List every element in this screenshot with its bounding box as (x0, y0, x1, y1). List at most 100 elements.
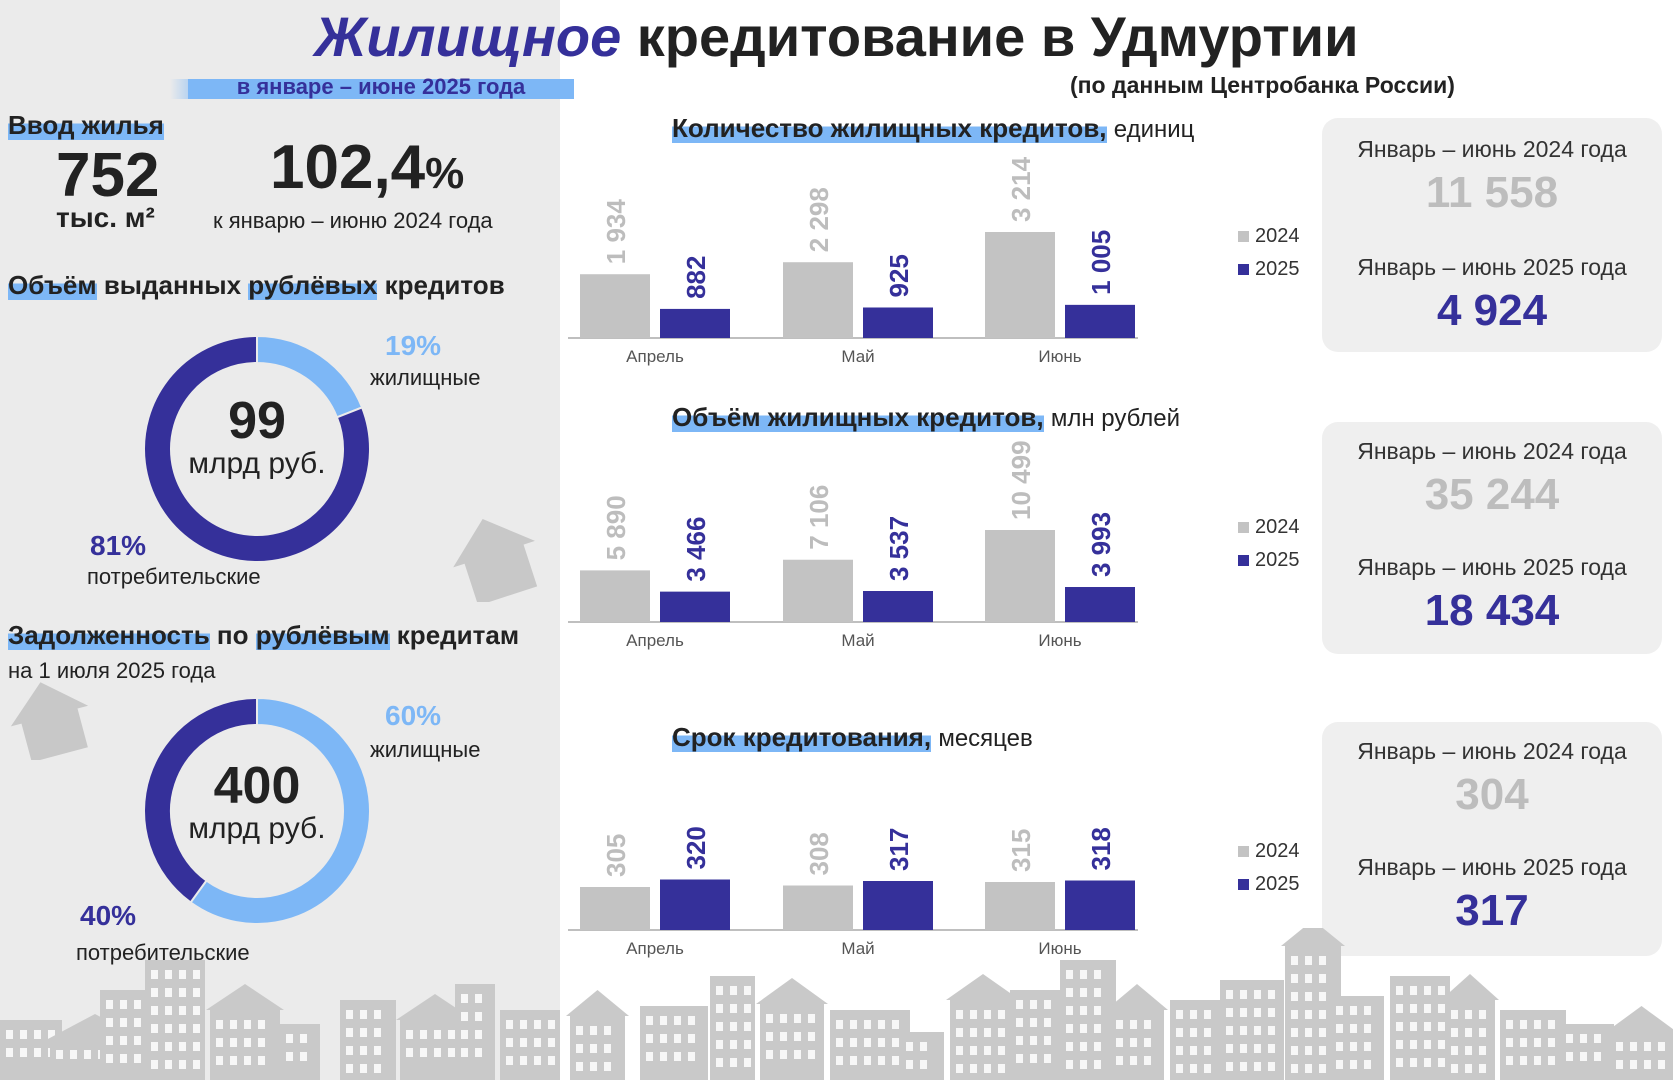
volume-housing-percent: 19% (385, 330, 442, 361)
skyline-window (956, 1064, 963, 1073)
skyline-window (1094, 1006, 1101, 1015)
skyline-window (346, 1064, 353, 1073)
skyline-window (1438, 1040, 1445, 1049)
skyline-window (1465, 1028, 1472, 1037)
skyline-window (1080, 1060, 1087, 1069)
skyline-window (1410, 1022, 1417, 1031)
skyline-window (878, 1020, 885, 1029)
skyline-window (1144, 1056, 1151, 1065)
skyline-window (1630, 1042, 1637, 1051)
volume-title-part3: рублёвых (248, 270, 378, 300)
skyline-window (1438, 1058, 1445, 1067)
bar-2024-1 (783, 262, 853, 338)
skyline-window (1506, 1056, 1513, 1065)
skyline-window (864, 1056, 871, 1065)
bar-2024-0 (580, 274, 650, 338)
skyline-window (1506, 1020, 1513, 1029)
skyline-window (165, 1024, 172, 1033)
skyline-window (506, 1056, 513, 1065)
skyline-window (34, 1048, 41, 1057)
skyline-window (646, 1016, 653, 1025)
skyline-window (1291, 956, 1298, 965)
skyline-window (1016, 1000, 1023, 1009)
skyline-window (448, 1030, 455, 1039)
skyline-window (906, 1042, 913, 1051)
bar-2024-0 (580, 570, 650, 622)
housing-percent-note: к январю – июню 2024 года (213, 208, 493, 233)
skyline-window (730, 986, 737, 995)
skyline-window (106, 1036, 113, 1045)
skyline-window (534, 1038, 541, 1047)
skyline-window (258, 1020, 265, 1029)
skyline-window (1580, 1034, 1587, 1043)
skyline-window (780, 1032, 787, 1041)
skyline-window (1305, 992, 1312, 1001)
bar-2025-1 (863, 881, 933, 930)
skyline-window (674, 1052, 681, 1061)
skyline-window (1644, 1060, 1651, 1069)
skyline-window (716, 1004, 723, 1013)
skyline-window (1438, 1004, 1445, 1013)
skyline-window (730, 1058, 737, 1067)
debt-housing-label: жилищные (370, 737, 481, 762)
legend-swatch (1238, 231, 1249, 243)
skyline-window (520, 1056, 527, 1065)
skyline-window (1424, 1040, 1431, 1049)
chart3-title-text: Срок кредитования, (672, 722, 932, 752)
skyline-window (1030, 1000, 1037, 1009)
title-accent: Жилищное (314, 5, 622, 68)
skyline-window (193, 970, 200, 979)
skyline-window (151, 1042, 158, 1051)
skyline-window (1254, 1008, 1261, 1017)
skyline-window (1566, 1034, 1573, 1043)
skyline-window (1030, 1018, 1037, 1027)
skyline-window (1240, 1026, 1247, 1035)
skyline-window (374, 1028, 381, 1037)
skyline-window (286, 1034, 293, 1043)
skyline-window (1291, 1028, 1298, 1037)
skyline-window (766, 1032, 773, 1041)
volume-title-part4: кредитов (384, 270, 505, 300)
skyline-window (1396, 1058, 1403, 1067)
skyline-window (1548, 1038, 1555, 1047)
skyline-window (1644, 1042, 1651, 1051)
debt-title-part3: рублёвым (255, 620, 390, 650)
skyline-window (744, 986, 751, 995)
skyline-window (850, 1056, 857, 1065)
skyline-window (970, 1010, 977, 1019)
bar-2024-0 (580, 887, 650, 930)
skyline-window (1520, 1038, 1527, 1047)
skyline-window (106, 1018, 113, 1027)
data-label-2025-1: 3 537 (884, 516, 914, 581)
skyline-window (716, 1040, 723, 1049)
skyline-window (1130, 1020, 1137, 1029)
skyline-window (674, 1034, 681, 1043)
skyline-window (1350, 1042, 1357, 1051)
summary-card-term: Январь – июнь 2024 года 304 Январь – июн… (1322, 722, 1662, 956)
skyline-window (1190, 1028, 1197, 1037)
data-label-2024-2: 10 499 (1006, 440, 1036, 520)
skyline-window (878, 1038, 885, 1047)
skyline-window (286, 1052, 293, 1061)
skyline-window (1305, 1028, 1312, 1037)
skyline-window (1116, 1020, 1123, 1029)
category-label: Май (841, 939, 874, 958)
debt-housing-percent: 60% (385, 700, 442, 731)
skyline-window (1451, 1064, 1458, 1073)
skyline-window (1534, 1038, 1541, 1047)
skyline-window (646, 1052, 653, 1061)
skyline-window (780, 1014, 787, 1023)
legend-label: 2025 (1255, 258, 1300, 280)
skyline-window (1291, 974, 1298, 983)
skyline-window (346, 1046, 353, 1055)
skyline-window (1410, 986, 1417, 995)
bar-2025-0 (660, 591, 730, 622)
skyline-window (346, 1028, 353, 1037)
skyline-window (1424, 1022, 1431, 1031)
volume-center-unit: млрд руб. (188, 447, 326, 480)
skyline-window (1268, 990, 1275, 999)
skyline-window (984, 1010, 991, 1019)
skyline-window (716, 1022, 723, 1031)
skyline-roof (206, 984, 284, 1010)
skyline-window (70, 1050, 77, 1059)
